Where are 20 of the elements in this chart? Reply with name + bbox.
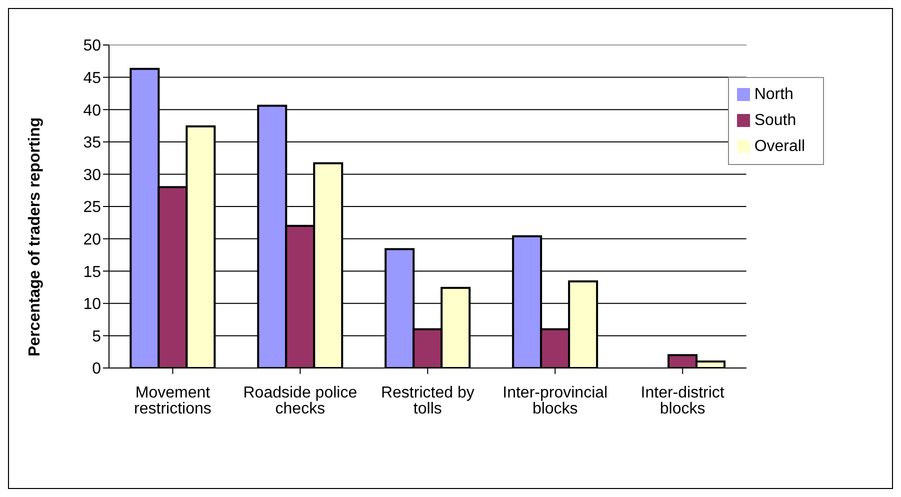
y-tick-label: 25 (83, 199, 102, 216)
y-tick-label: 15 (83, 264, 102, 281)
legend-label: South (754, 112, 796, 129)
x-tick-label: Movement restrictions (134, 384, 212, 418)
y-tick-label: 0 (92, 360, 102, 378)
y-tick-label: 30 (83, 166, 102, 184)
y-tick-label: 20 (83, 231, 102, 248)
y-tick-label: 10 (83, 296, 102, 314)
x-tick-label: Roadside police checks (243, 384, 358, 418)
y-tick-label: 40 (83, 102, 102, 120)
y-axis-title: Percentage of traders reporting (26, 117, 44, 356)
x-tick-label: Restricted by tolls (380, 384, 474, 418)
x-tick-label: Inter-district blocks (640, 384, 725, 418)
legend-label: North (754, 86, 794, 103)
y-tick-label: 45 (83, 70, 102, 87)
y-tick-label: 50 (83, 38, 102, 55)
y-tick-label: 5 (92, 328, 102, 346)
legend-label: Overall (754, 138, 805, 155)
y-tick-label: 35 (83, 134, 102, 152)
x-tick-label: Inter-provincial blocks (502, 384, 608, 418)
